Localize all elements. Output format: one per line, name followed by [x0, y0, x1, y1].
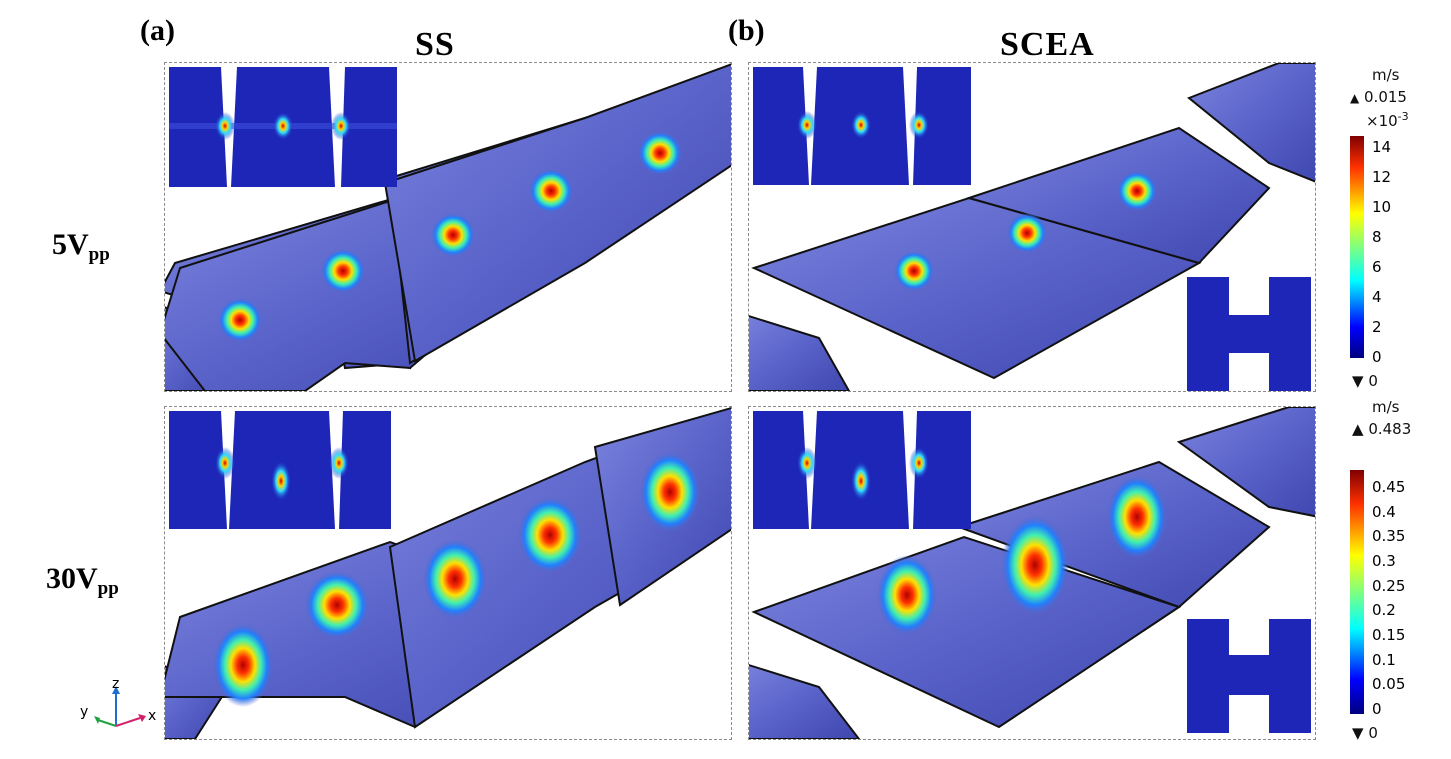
colorbar2-tick-label: 0.05 [1372, 675, 1406, 693]
max-triangle-icon: ▲ [1352, 420, 1364, 438]
min-triangle-icon: ▼ [1352, 372, 1364, 390]
colorbar1-tick-label: 0 [1372, 348, 1382, 366]
row-label-30vpp: 30Vpp [46, 562, 119, 600]
y-axis-label: y [80, 704, 88, 720]
row-label-5vpp: 5Vpp [52, 228, 110, 266]
colorbar2-min-value: 0 [1368, 724, 1378, 742]
row-label-30vpp-main: 30V [46, 562, 98, 595]
inset-top-view [753, 411, 971, 529]
colorbar1-exponent-power: -3 [1397, 110, 1409, 123]
colorbar2-tick-label: 0.2 [1372, 601, 1396, 619]
colorbar1-exponent: ×10-3 [1366, 110, 1409, 130]
colorbar2-tick-label: 0.45 [1372, 478, 1406, 496]
ss-30vpp-simulation [165, 407, 731, 739]
x-axis-arrowhead [138, 714, 146, 722]
colorbar2-max: ▲ 0.483 [1352, 420, 1411, 438]
z-axis-arrowhead [112, 686, 120, 694]
inset-top-view [169, 67, 397, 187]
colorbar1-max: ▲ 0.015 [1350, 88, 1407, 106]
row-label-5vpp-main: 5V [52, 228, 89, 261]
column-title-ss: SS [415, 26, 455, 63]
colorbar1-tick-label: 12 [1372, 168, 1392, 186]
colorbar1-tick-label: 6 [1372, 258, 1382, 276]
z-axis-label: z [112, 680, 119, 692]
colorbar2-max-value: 0.483 [1368, 420, 1412, 438]
x-axis-arrow [115, 717, 141, 727]
y-axis-arrow [97, 719, 117, 727]
colorbar2-tick-label: 0.1 [1372, 651, 1396, 669]
panel-scea-5vpp [748, 62, 1316, 392]
panel-label-b: (b) [728, 14, 765, 47]
row-label-5vpp-sub: pp [88, 244, 110, 265]
x-axis-label: x [148, 708, 156, 724]
colorbar1-min: ▼ 0 [1352, 372, 1378, 390]
colorbar2-unit: m/s [1372, 398, 1400, 416]
colorbar2-tick-label: 0.4 [1372, 503, 1396, 521]
velocity-peaks [877, 475, 1167, 635]
colorbar1-unit: m/s [1372, 66, 1400, 84]
ss-5vpp-simulation [165, 63, 731, 391]
panel-scea-30vpp [748, 406, 1316, 740]
panel-ss-30vpp [164, 406, 732, 740]
colorbar2-gradient [1350, 470, 1364, 714]
colorbar1-min-value: 0 [1368, 372, 1378, 390]
colorbar1-tick-label: 2 [1372, 318, 1382, 336]
scea-5vpp-simulation [749, 63, 1315, 391]
colorbar2-tick-label: 0.15 [1372, 626, 1406, 644]
panel-ss-5vpp [164, 62, 732, 392]
colorbar2-min: ▼ 0 [1352, 724, 1378, 742]
velocity-peaks [894, 171, 1157, 291]
inset-h-shape [1187, 277, 1311, 391]
velocity-peaks [218, 131, 682, 342]
colorbar1-tick-label: 4 [1372, 288, 1382, 306]
colorbar2-tick-label: 0.3 [1372, 552, 1396, 570]
row-label-30vpp-sub: pp [97, 578, 119, 599]
column-title-scea: SCEA [1000, 26, 1095, 63]
y-axis-arrowhead [94, 716, 100, 724]
colorbar2-tick-label: 0.25 [1372, 577, 1406, 595]
colorbar2-ticks: 0.45 0.4 0.35 0.3 0.25 0.2 0.15 0.1 0.05 0 [1372, 478, 1432, 718]
colorbar1-ticks: 14 12 10 8 6 4 2 0 [1372, 140, 1422, 366]
colorbar1-gradient [1350, 136, 1364, 358]
colorbar1-tick-label: 8 [1372, 228, 1382, 246]
colorbar1-tick-label: 14 [1372, 138, 1392, 156]
inset-top-view [753, 67, 971, 185]
colorbar2-tick-label: 0 [1372, 700, 1382, 718]
scea-30vpp-simulation [749, 407, 1315, 739]
colorbar2-tick-label: 0.35 [1372, 527, 1406, 545]
colorbar1-exponent-base: ×10 [1366, 112, 1398, 130]
velocity-peaks [213, 452, 700, 707]
inset-top-view [169, 411, 391, 529]
panel-label-a: (a) [140, 14, 175, 47]
axis-triad: z x y [80, 680, 156, 727]
colorbar1-tick-label: 10 [1372, 198, 1392, 216]
min-triangle-icon: ▼ [1352, 724, 1364, 742]
max-triangle-icon: ▲ [1350, 91, 1360, 105]
colorbar1-max-value: 0.015 [1364, 88, 1407, 106]
inset-h-shape [1187, 619, 1311, 733]
